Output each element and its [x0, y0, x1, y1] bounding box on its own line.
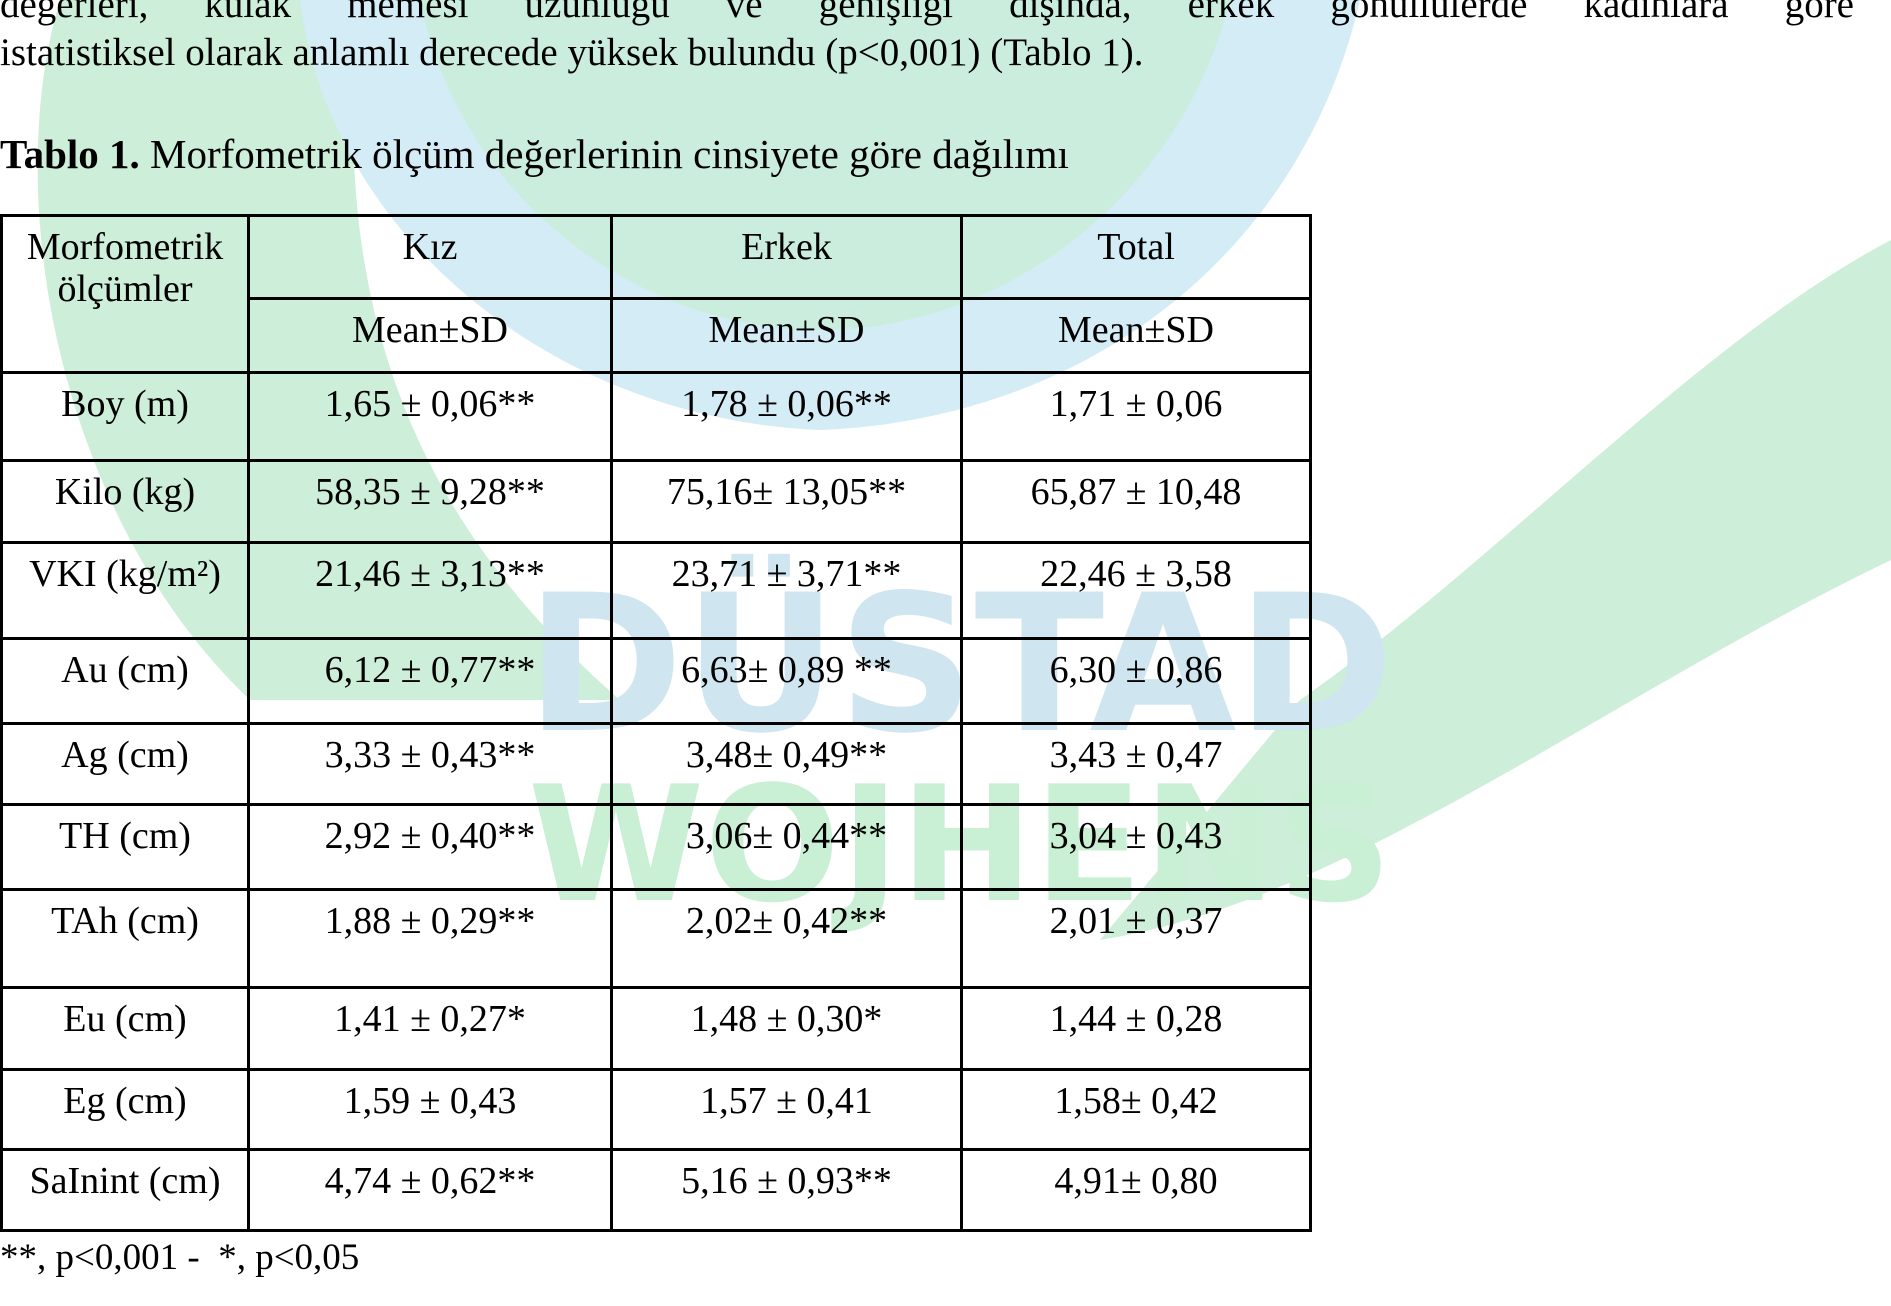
header-cell: Morfometrik ölçümler — [0, 214, 250, 374]
row-label: VKI (kg/m²) — [0, 541, 250, 640]
table-cell: 1,71 ± 0,06 — [960, 371, 1312, 462]
table-cell: 1,44 ± 0,28 — [960, 986, 1312, 1071]
table-cell: 1,78 ± 0,06** — [610, 371, 963, 462]
table-cell: 1,88 ± 0,29** — [247, 888, 613, 989]
table-cell: 3,04 ± 0,43 — [960, 803, 1312, 891]
table-cell: 3,48± 0,49** — [610, 722, 963, 806]
caption-text: Morfometrik ölçüm değerlerinin cinsiyete… — [150, 131, 1069, 177]
table-cell: 1,59 ± 0,43 — [247, 1068, 613, 1151]
table-row: Boy (m) 1,65 ± 0,06** 1,78 ± 0,06** 1,71 ± … — [0, 371, 1312, 462]
header-row: Morfometrik ölçümler Kız Erkek Total — [0, 214, 1312, 374]
table-cell: 75,16± 13,05** — [610, 459, 963, 544]
body-text: değerleri, kulak memesi uzunluğu ve geni… — [0, 0, 1854, 26]
row-label: Kilo (kg) — [0, 459, 250, 544]
header-cell: Kız — [247, 214, 613, 300]
table-cell: 23,71 ± 3,71** — [610, 541, 963, 640]
table-cell: 1,58± 0,42 — [960, 1068, 1312, 1151]
table-cell: 6,63± 0,89 ** — [610, 637, 963, 725]
data-table: Morfometrik ölçümler Kız Erkek Total Mea… — [0, 214, 1312, 1232]
subheader-cell: Mean±SD — [960, 297, 1312, 374]
subheader-row: Mean±SD Mean±SD Mean±SD — [2, 297, 1312, 374]
table-cell: 2,92 ± 0,40** — [247, 803, 613, 891]
row-label: Eg (cm) — [0, 1068, 250, 1151]
table-cell: 21,46 ± 3,13** — [247, 541, 613, 640]
table-row: Eu (cm) 1,41 ± 0,27* 1,48 ± 0,30* 1,44 ± 0,… — [0, 986, 1312, 1071]
table-cell: 1,57 ± 0,41 — [610, 1068, 963, 1151]
table-cell: 2,01 ± 0,37 — [960, 888, 1312, 989]
table-cell: 1,48 ± 0,30* — [610, 986, 963, 1071]
header-cell: Erkek — [610, 214, 963, 300]
table-row: Ag (cm) 3,33 ± 0,43** 3,48± 0,49** 3,43 ± 0… — [0, 722, 1312, 806]
table-cell: 5,16 ± 0,93** — [610, 1148, 963, 1232]
table-body: Morfometrik ölçümler Kız Erkek Total Mea… — [0, 214, 1312, 1232]
table-cell: 4,74 ± 0,62** — [247, 1148, 613, 1232]
row-label: Boy (m) — [0, 371, 250, 462]
row-label: Au (cm) — [0, 637, 250, 725]
row-label: Ag (cm) — [0, 722, 250, 806]
table-row: TH (cm) 2,92 ± 0,40** 3,06± 0,44** 3,04 ± 0… — [0, 803, 1312, 891]
table-cell: 6,30 ± 0,86 — [960, 637, 1312, 725]
header-cell: Total — [960, 214, 1312, 300]
table-row: TAh (cm) 1,88 ± 0,29** 2,02± 0,42** 2,01 ± … — [0, 888, 1312, 989]
subheader-cell: Mean±SD — [247, 297, 613, 374]
table-cell: 6,12 ± 0,77** — [247, 637, 613, 725]
table-cell: 22,46 ± 3,58 — [960, 541, 1312, 640]
table-cell: 2,02± 0,42** — [610, 888, 963, 989]
table-cell: 3,43 ± 0,47 — [960, 722, 1312, 806]
table-row: Au (cm) 6,12 ± 0,77** 6,63± 0,89 ** 6,30 ± … — [0, 637, 1312, 725]
table-row: VKI (kg/m²) 21,46 ± 3,13** 23,71 ± 3,71** 2… — [0, 541, 1312, 640]
table-cell: 3,06± 0,44** — [610, 803, 963, 891]
row-label: TH (cm) — [0, 803, 250, 891]
table-cell: 58,35 ± 9,28** — [247, 459, 613, 544]
caption-label: Tablo 1. — [0, 131, 140, 177]
table-cell: 3,33 ± 0,43** — [247, 722, 613, 806]
table-cell: 1,65 ± 0,06** — [247, 371, 613, 462]
table-row: Kilo (kg) 58,35 ± 9,28** 75,16± 13,05** 65,… — [0, 459, 1312, 544]
table-row: SaInint (cm) 4,74 ± 0,62** 5,16 ± 0,93** 4,… — [0, 1148, 1312, 1232]
table-cell: 1,41 ± 0,27* — [247, 986, 613, 1071]
body-text: istatistiksel olarak anlamlı derecede yü… — [0, 31, 1144, 74]
table-cell: 4,91± 0,80 — [960, 1148, 1312, 1232]
subheader-cell: Mean±SD — [610, 297, 963, 374]
row-label: TAh (cm) — [0, 888, 250, 989]
row-label: SaInint (cm) — [0, 1148, 250, 1232]
table-cell: 65,87 ± 10,48 — [960, 459, 1312, 544]
row-label: Eu (cm) — [0, 986, 250, 1071]
table-row: Eg (cm) 1,59 ± 0,43 1,57 ± 0,41 1,58± 0,42 — [0, 1068, 1312, 1151]
table-caption: Tablo 1. Morfometrik ölçüm değerlerinin … — [0, 130, 1069, 178]
footnote: **, p<0,001 - *, p<0,05 — [0, 1237, 360, 1278]
